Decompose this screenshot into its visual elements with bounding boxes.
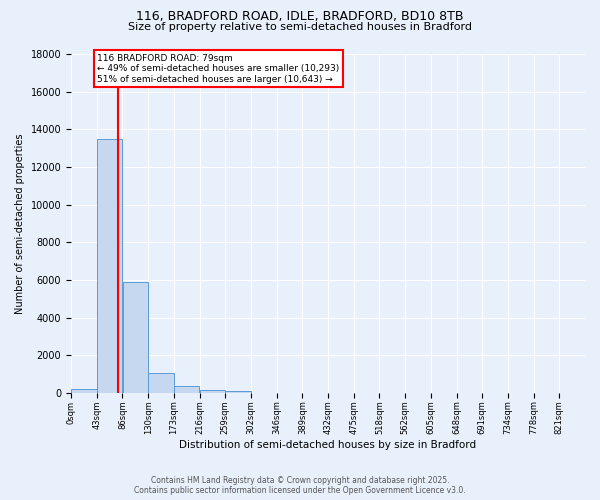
Text: Size of property relative to semi-detached houses in Bradford: Size of property relative to semi-detach… [128,22,472,32]
Bar [71,389,97,393]
Bar [200,390,225,393]
Y-axis label: Number of semi-detached properties: Number of semi-detached properties [15,133,25,314]
Text: 116, BRADFORD ROAD, IDLE, BRADFORD, BD10 8TB: 116, BRADFORD ROAD, IDLE, BRADFORD, BD10… [136,10,464,23]
X-axis label: Distribution of semi-detached houses by size in Bradford: Distribution of semi-detached houses by … [179,440,476,450]
Bar [148,373,173,393]
Bar [226,390,251,393]
Text: Contains HM Land Registry data © Crown copyright and database right 2025.
Contai: Contains HM Land Registry data © Crown c… [134,476,466,495]
Bar [174,386,199,393]
Bar [122,282,148,393]
Text: 116 BRADFORD ROAD: 79sqm
← 49% of semi-detached houses are smaller (10,293)
51% : 116 BRADFORD ROAD: 79sqm ← 49% of semi-d… [97,54,340,84]
Bar [97,138,122,393]
